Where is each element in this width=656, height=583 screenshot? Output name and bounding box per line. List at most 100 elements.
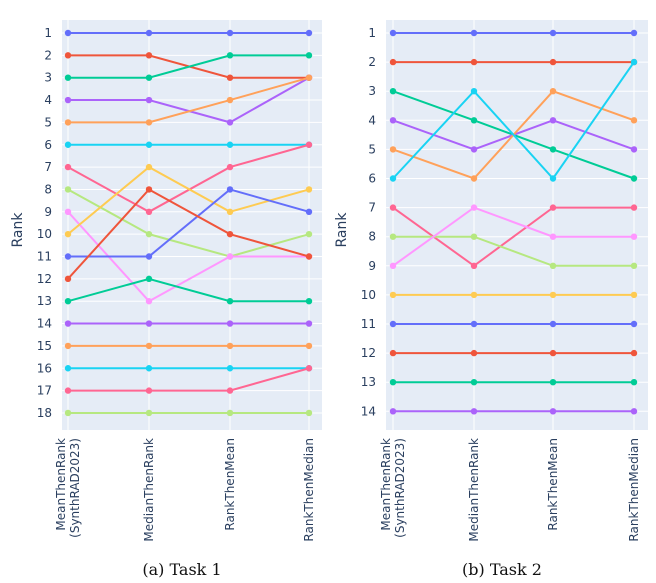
series-point — [389, 29, 397, 37]
chart-task-1: 123456789101112131415161718RankMeanThenR… — [10, 20, 322, 542]
rank-tick-label: 4 — [368, 113, 376, 127]
series-point — [305, 186, 313, 193]
rank-tick-label: 1 — [368, 26, 376, 40]
series-point — [145, 230, 153, 238]
series-point — [145, 320, 153, 327]
series-point — [305, 74, 313, 81]
series-point — [226, 387, 234, 394]
series-line — [67, 188, 310, 280]
rank-tick-label: 14 — [361, 404, 376, 418]
series-point — [630, 117, 638, 124]
series-point — [470, 349, 478, 357]
series-point — [305, 342, 313, 350]
x-tick-label: (SynthRAD2023) — [68, 438, 82, 538]
series-point — [630, 175, 638, 182]
series-point — [305, 230, 313, 238]
series-point — [470, 117, 478, 124]
caption-task-1: (a) Task 1 — [142, 560, 222, 579]
series-point — [226, 29, 234, 37]
series-point — [630, 379, 638, 386]
series-point — [305, 409, 313, 417]
series-point — [549, 204, 557, 211]
series-point — [549, 262, 557, 269]
series-point — [630, 204, 638, 211]
series-point — [470, 29, 478, 37]
series-point — [145, 298, 153, 305]
rank-tick-label: 12 — [37, 272, 52, 286]
series-point — [470, 262, 478, 269]
series-point — [145, 409, 153, 417]
series-point — [549, 58, 557, 66]
series-point — [64, 119, 72, 126]
series-line — [392, 61, 635, 181]
rank-tick-label: 8 — [368, 230, 376, 244]
rank-tick-label: 2 — [44, 48, 52, 62]
x-tick-label: RankThenMean — [223, 438, 237, 531]
series-point — [470, 58, 478, 66]
series-point — [389, 233, 397, 240]
series-point — [549, 379, 557, 386]
x-tick-label: RankThenMean — [546, 438, 560, 531]
series-point — [470, 379, 478, 386]
rank-tick-label: 14 — [37, 317, 52, 331]
y-axis-label: Rank — [10, 212, 26, 248]
series-point — [470, 291, 478, 299]
series-point — [64, 208, 72, 215]
series-point — [630, 291, 638, 299]
rank-tick-label: 18 — [37, 406, 52, 420]
series-point — [64, 253, 72, 260]
series-point — [226, 163, 234, 171]
series-point — [389, 262, 397, 269]
series-point — [630, 233, 638, 240]
series-point — [64, 320, 72, 327]
series-point — [389, 175, 397, 182]
series-point — [145, 342, 153, 350]
series-point — [145, 52, 153, 59]
series-point — [145, 186, 153, 193]
series-point — [145, 74, 153, 81]
series-point — [630, 320, 638, 328]
rank-tick-label: 2 — [368, 55, 376, 69]
series-point — [145, 275, 153, 283]
series-point — [305, 365, 313, 372]
series-point — [226, 298, 234, 305]
series-point — [470, 320, 478, 328]
y-axis-label: Rank — [334, 212, 350, 248]
series-point — [470, 175, 478, 182]
series-point — [389, 88, 397, 95]
series-point — [630, 29, 638, 37]
series-point — [630, 408, 638, 415]
series-point — [226, 74, 234, 81]
series-point — [226, 208, 234, 215]
rank-tick-label: 4 — [44, 93, 52, 107]
series-point — [389, 349, 397, 357]
series-point — [226, 230, 234, 238]
series-point — [64, 342, 72, 350]
series-line — [392, 206, 634, 267]
series-point — [64, 387, 72, 394]
series-line — [67, 277, 309, 303]
rank-tick-label: 3 — [44, 71, 52, 85]
series-point — [145, 163, 153, 171]
series-point — [470, 146, 478, 153]
x-tick-label: MedianThenRank — [142, 438, 156, 542]
x-tick-label: MeanThenRank — [379, 438, 393, 531]
series-point — [305, 253, 313, 260]
series-point — [145, 208, 153, 215]
series-point — [145, 119, 153, 126]
series-point — [630, 146, 638, 153]
series-point — [226, 342, 234, 350]
rank-tick-label: 11 — [361, 317, 376, 331]
series-point — [226, 409, 234, 417]
series-point — [549, 29, 557, 37]
plot-background — [386, 20, 648, 430]
series-point — [64, 298, 72, 305]
series-line — [68, 188, 310, 258]
series-point — [226, 52, 234, 59]
rank-tick-label: 9 — [44, 205, 52, 219]
series-point — [389, 291, 397, 299]
series-point — [64, 74, 72, 81]
rank-tick-label: 1 — [44, 26, 52, 40]
series-point — [549, 146, 557, 153]
